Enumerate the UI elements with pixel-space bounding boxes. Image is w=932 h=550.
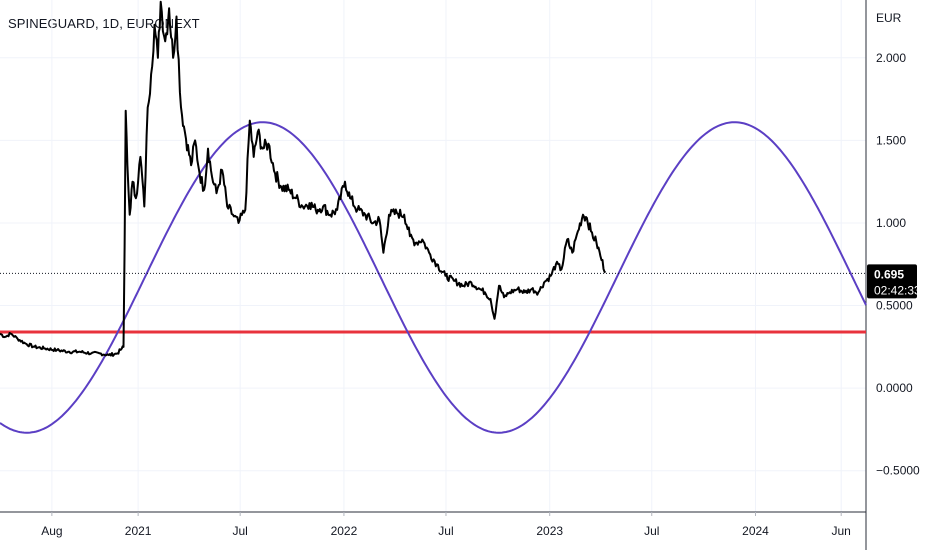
y-tick-label: 2.000 [876, 51, 906, 65]
cycle-wave-line [0, 121, 867, 434]
last-price-box [867, 264, 917, 299]
unit-label: EUR [876, 11, 902, 25]
y-tick-label: 0.5000 [876, 299, 913, 313]
y-tick-label: 1.000 [876, 216, 906, 230]
x-tick-label: 2021 [125, 524, 152, 538]
x-tick-label: 2024 [742, 524, 769, 538]
x-tick-label: 2023 [536, 524, 563, 538]
x-tick-label: Jul [438, 524, 453, 538]
x-tick-label: Jun [832, 524, 851, 538]
y-tick-label: 0.0000 [876, 381, 913, 395]
last-price-marker: 0.695 02:42:33 [0, 264, 921, 299]
x-tick-label: Jul [233, 524, 248, 538]
x-tick-label: Jul [644, 524, 659, 538]
grid-lines [0, 0, 866, 512]
y-tick-label: 1.500 [876, 133, 906, 147]
price-series-line [0, 0, 607, 357]
price-axis[interactable]: EUR 2.000 1.500 1.000 0.5000 0.0000 −0.5000 [865, 0, 920, 550]
time-axis[interactable]: Aug 2021 Jul 2022 Jul 2023 Jul 2024 Jun [0, 511, 866, 538]
y-tick-label: −0.5000 [876, 464, 920, 478]
plot-area [0, 0, 867, 434]
x-tick-label: Aug [41, 524, 62, 538]
symbol-title: SPINEGUARD, 1D, EURONEXT [8, 16, 200, 31]
x-tick-label: 2022 [331, 524, 358, 538]
bar-countdown-label: 02:42:33 [874, 283, 921, 297]
last-price-label: 0.695 [874, 267, 904, 281]
